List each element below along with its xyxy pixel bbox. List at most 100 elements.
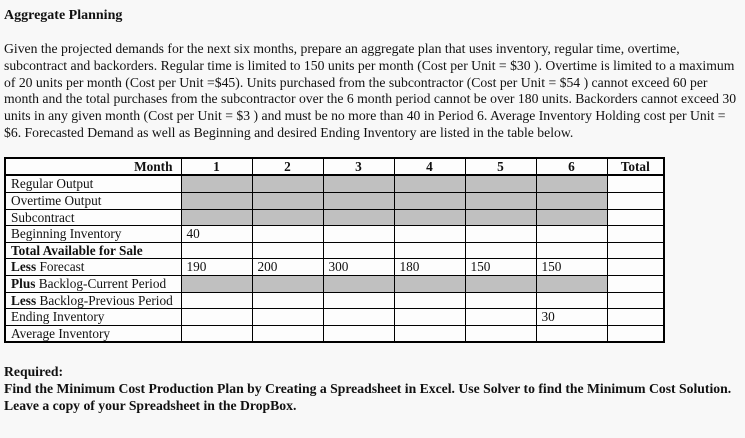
table-cell bbox=[251, 208, 324, 227]
total-cell bbox=[606, 191, 665, 210]
table-cell bbox=[180, 241, 253, 260]
table-cell bbox=[535, 274, 608, 293]
table-cell: 200 bbox=[251, 258, 324, 276]
row-label: Less Backlog-Previous Period bbox=[4, 291, 182, 310]
table-cell bbox=[251, 308, 324, 326]
table-cell bbox=[180, 174, 253, 193]
table-cell bbox=[322, 241, 395, 260]
table-cell bbox=[464, 291, 537, 310]
table-cell bbox=[393, 241, 466, 260]
total-cell bbox=[606, 208, 665, 227]
table-cell bbox=[393, 174, 466, 193]
total-cell bbox=[606, 241, 665, 260]
table-cell bbox=[180, 208, 253, 227]
table-row-less-backlog-previous: Less Backlog-Previous Period bbox=[4, 291, 665, 310]
col-header-total: Total bbox=[606, 157, 665, 177]
table-cell bbox=[322, 174, 395, 193]
table-cell: 150 bbox=[464, 258, 537, 276]
table-cell: 180 bbox=[393, 258, 466, 276]
table-cell bbox=[464, 191, 537, 210]
required-section: Required: Find the Minimum Cost Producti… bbox=[4, 364, 741, 414]
table-row-less-forecast: Less Forecast 190 200 300 180 150 150 bbox=[4, 258, 665, 276]
table-cell bbox=[535, 174, 608, 193]
row-label: Less Forecast bbox=[4, 258, 182, 276]
table-row-beginning-inventory: Beginning Inventory 40 bbox=[4, 225, 665, 243]
row-label-bold: Less bbox=[11, 292, 37, 308]
table-row-overtime-output: Overtime Output bbox=[4, 191, 665, 210]
table-cell bbox=[251, 225, 324, 243]
table-header-row: Month 1 2 3 4 5 6 Total bbox=[4, 157, 665, 177]
table-cell bbox=[180, 274, 253, 293]
table-cell bbox=[180, 291, 253, 310]
table-row-plus-backlog-current: Plus Backlog-Current Period bbox=[4, 274, 665, 293]
table-cell bbox=[322, 208, 395, 227]
table-cell: 150 bbox=[535, 258, 608, 276]
col-header-5: 5 bbox=[464, 157, 537, 177]
required-heading: Required: bbox=[4, 364, 64, 380]
table-cell bbox=[251, 174, 324, 193]
row-label-bold: Total Available for Sale bbox=[11, 242, 143, 258]
required-instructions: Find the Minimum Cost Production Plan by… bbox=[4, 380, 732, 413]
table-cell bbox=[464, 324, 537, 343]
table-cell bbox=[535, 291, 608, 310]
row-label: Plus Backlog-Current Period bbox=[4, 274, 182, 293]
total-cell bbox=[606, 258, 665, 276]
row-label: Total Available for Sale bbox=[4, 241, 182, 260]
month-header: Month bbox=[4, 157, 182, 177]
table-row-subcontract: Subcontract bbox=[4, 208, 665, 227]
col-header-1: 1 bbox=[180, 157, 253, 177]
aggregate-plan-table: Month 1 2 3 4 5 6 Total Regular Output O… bbox=[4, 156, 665, 344]
row-label: Average Inventory bbox=[4, 324, 182, 343]
table-cell bbox=[464, 174, 537, 193]
table-cell: 300 bbox=[322, 258, 395, 276]
row-label-text: Beginning Inventory bbox=[11, 226, 122, 242]
table-row-ending-inventory: Ending Inventory 30 bbox=[4, 308, 665, 326]
row-label-bold: Plus bbox=[11, 275, 36, 291]
total-cell bbox=[606, 274, 665, 293]
table-cell bbox=[393, 191, 466, 210]
table-row-average-inventory: Average Inventory bbox=[4, 324, 665, 343]
table-cell bbox=[251, 291, 324, 310]
table-cell bbox=[464, 241, 537, 260]
row-label-text: Backlog-Previous Period bbox=[36, 292, 173, 308]
table-cell bbox=[322, 324, 395, 343]
table-cell: 190 bbox=[180, 258, 253, 276]
table-cell bbox=[322, 191, 395, 210]
table-cell bbox=[535, 225, 608, 243]
table-cell bbox=[251, 274, 324, 293]
table-cell bbox=[322, 274, 395, 293]
table-cell bbox=[535, 191, 608, 210]
table-cell bbox=[464, 274, 537, 293]
table-cell bbox=[464, 308, 537, 326]
table-cell bbox=[393, 274, 466, 293]
table-cell bbox=[251, 191, 324, 210]
table-row-regular-output: Regular Output bbox=[4, 174, 665, 193]
total-cell bbox=[606, 291, 665, 310]
table-cell: 40 bbox=[180, 225, 253, 243]
row-label: Ending Inventory bbox=[4, 308, 182, 326]
row-label: Subcontract bbox=[4, 208, 182, 227]
table-cell bbox=[322, 308, 395, 326]
row-label-text: Regular Output bbox=[11, 176, 94, 192]
total-cell bbox=[606, 225, 665, 243]
col-header-3: 3 bbox=[322, 157, 395, 177]
table-cell bbox=[393, 208, 466, 227]
table-cell bbox=[393, 308, 466, 326]
table-cell bbox=[535, 208, 608, 227]
table-cell: 30 bbox=[535, 308, 608, 326]
page-title: Aggregate Planning bbox=[4, 8, 123, 23]
col-header-4: 4 bbox=[393, 157, 466, 177]
table-cell bbox=[180, 191, 253, 210]
table-cell bbox=[180, 324, 253, 343]
table-cell bbox=[393, 291, 466, 310]
table-cell bbox=[251, 324, 324, 343]
total-cell bbox=[606, 324, 665, 343]
row-label-bold: Less bbox=[11, 259, 37, 275]
table-cell bbox=[535, 241, 608, 260]
row-label: Beginning Inventory bbox=[4, 225, 182, 243]
total-cell bbox=[606, 308, 665, 326]
row-label: Regular Output bbox=[4, 174, 182, 193]
table-cell bbox=[464, 225, 537, 243]
row-label-text: Overtime Output bbox=[11, 192, 102, 208]
intro-paragraph: Given the projected demands for the next… bbox=[4, 41, 737, 140]
